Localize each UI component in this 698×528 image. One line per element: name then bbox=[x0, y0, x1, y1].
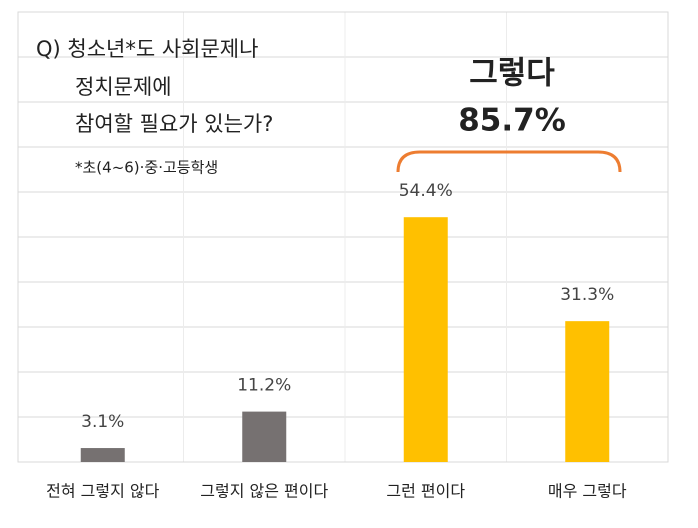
value-label: 11.2% bbox=[237, 376, 291, 396]
value-label: 54.4% bbox=[399, 181, 453, 201]
annotation-text: 그렇다 bbox=[469, 56, 555, 92]
subtitle: *초(4~6)·중·고등학생 bbox=[75, 159, 218, 177]
value-label: 31.3% bbox=[560, 285, 614, 305]
bar bbox=[403, 217, 448, 462]
bar bbox=[565, 321, 610, 462]
bar bbox=[242, 411, 287, 462]
plot-border bbox=[17, 11, 669, 463]
question-line: 정치문제에 bbox=[75, 75, 172, 99]
question-line: 참여할 필요가 있는가? bbox=[75, 112, 273, 136]
x-tick-label: 그렇지 않은 편이다 bbox=[200, 482, 328, 501]
x-tick-label: 전혀 그렇지 않다 bbox=[46, 482, 159, 501]
value-label: 3.1% bbox=[81, 412, 124, 432]
question-line: Q) 청소년*도 사회문제나 bbox=[36, 37, 258, 61]
x-tick-label: 매우 그렇다 bbox=[548, 482, 627, 501]
x-tick-label: 그런 편이다 bbox=[386, 482, 465, 501]
bar bbox=[80, 448, 125, 462]
annotation-value: 85.7% bbox=[458, 103, 566, 139]
bracket bbox=[396, 150, 622, 173]
